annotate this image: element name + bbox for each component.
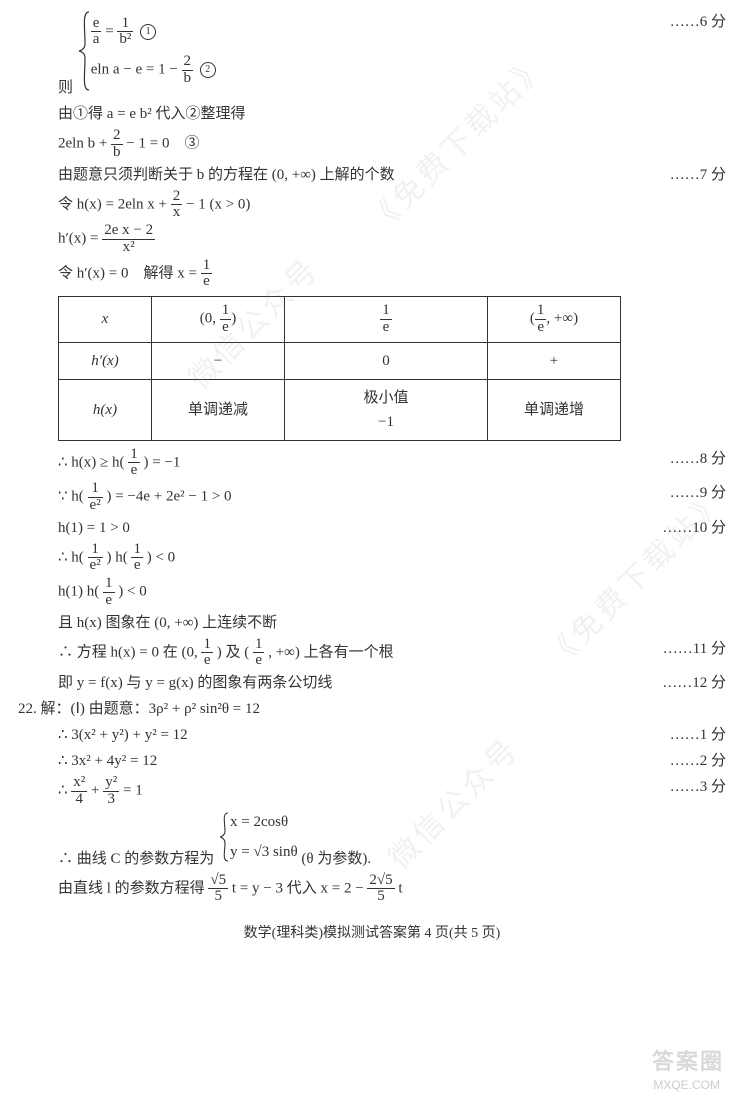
roots: ∴ 方程 h(x) = 0 在 (0, 1e ) 及 ( 1e , +∞) 上各… xyxy=(18,637,636,670)
watermark-logo: 答案圈 xyxy=(652,1044,724,1079)
watermark-site: MXQE.COM xyxy=(653,1076,720,1095)
q22-step: ∴ 3x² + 4y² = 12 xyxy=(18,749,636,773)
analysis-table: x (0, 1e) 1e (1e, +∞) h′(x) − 0 + h(x) 单… xyxy=(58,296,621,441)
table-row: x (0, 1e) 1e (1e, +∞) xyxy=(59,297,621,343)
circled-2-icon: 2 xyxy=(200,62,216,78)
page-footer: 数学(理科类)模拟测试答案第 4 页(共 5 页) xyxy=(18,923,726,945)
score-11: ……11 分 xyxy=(636,637,726,661)
table-row: h(x) 单调递减 极小值−1 单调递增 xyxy=(59,379,621,440)
circled-1-icon: 1 xyxy=(140,24,156,40)
score-1: ……1 分 xyxy=(636,723,726,747)
param-y: y = √3 sinθ xyxy=(230,840,298,864)
text-line: 由题意只须判断关于 b 的方程在 (0, +∞) 上解的个数 xyxy=(18,163,636,187)
score-7: ……7 分 xyxy=(636,163,726,187)
left-brace-icon xyxy=(77,10,91,92)
q22-heading: 22. 解：(Ⅰ) 由题意：3ρ² + ρ² sin²θ = 12 xyxy=(18,697,726,721)
table-row: h′(x) − 0 + xyxy=(59,342,621,379)
param-x: x = 2cosθ xyxy=(230,810,298,834)
text-line: 由①得 a = e b² 代入②整理得 xyxy=(18,102,726,126)
h-1: h(1) = 1 > 0 xyxy=(18,516,636,540)
equation-system: 则 ea = 1b² 1 eln a − e = 1 − 2b 2 xyxy=(18,10,636,100)
score-10: ……10 分 xyxy=(636,516,726,540)
score-12: ……12 分 xyxy=(636,671,726,695)
page: 《免费下载站》 微信公众号 《免费下载站》 微信公众号 则 ea = 1b² 1 xyxy=(0,0,744,1107)
solve-hprime: 令 h′(x) = 0 解得 x = 1e xyxy=(18,258,726,291)
conclusion-tangent: 即 y = f(x) 与 y = g(x) 的图象有两条公切线 xyxy=(18,671,636,695)
define-h: 令 h(x) = 2eln x + 2x − 1 (x > 0) xyxy=(18,189,726,222)
h-min: ∴ h(x) ≥ h( 1e ) = −1 xyxy=(18,447,636,480)
q22-step: ∴ 3(x² + y²) + y² = 12 xyxy=(18,723,636,747)
equation-3: 2eln b + 2b − 1 = 0 ③ xyxy=(18,128,726,161)
product-2: h(1) h( 1e ) < 0 xyxy=(18,576,726,609)
label-then: 则 xyxy=(58,80,73,96)
score-6: ……6 分 xyxy=(636,10,726,34)
equation-2: eln a − e = 1 − 2b 2 xyxy=(91,54,216,87)
score-9: ……9 分 xyxy=(636,481,726,505)
q22-ellipse: ∴ x²4 + y²3 = 1 xyxy=(18,775,636,808)
score-3: ……3 分 xyxy=(636,775,726,799)
equation-1: ea = 1b² 1 xyxy=(91,16,216,49)
score-2: ……2 分 xyxy=(636,749,726,773)
continuity: 且 h(x) 图象在 (0, +∞) 上连续不断 xyxy=(18,611,726,635)
product-1: ∴ h( 1e² ) h( 1e ) < 0 xyxy=(18,542,726,575)
left-brace-icon xyxy=(218,811,230,863)
h-prime: h′(x) = 2e x − 2x² xyxy=(18,223,726,256)
q22-param: ∴ 曲线 C 的参数方程为 x = 2cosθ y = √3 sinθ (θ 为… xyxy=(18,810,726,871)
score-8: ……8 分 xyxy=(636,447,726,471)
q22-line-sub: 由直线 l 的参数方程得 √55 t = y − 3 代入 x = 2 − 2√… xyxy=(18,873,726,906)
h-esq: ∵ h( 1e² ) = −4e + 2e² − 1 > 0 xyxy=(18,481,636,514)
